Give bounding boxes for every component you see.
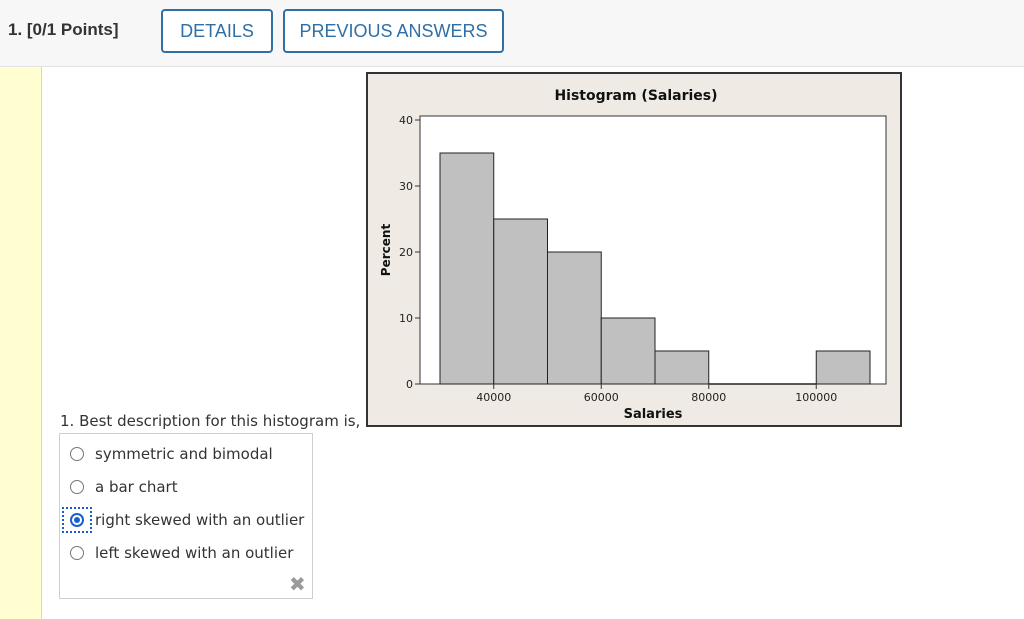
radio-button[interactable] <box>70 546 84 560</box>
details-button[interactable]: DETAILS <box>161 9 273 53</box>
question-points: 1. [0/1 Points] <box>8 20 119 39</box>
choice-option-3[interactable]: right skewed with an outlier <box>70 508 304 532</box>
chart-title: Histogram (Salaries) <box>554 88 717 104</box>
histogram-bar <box>493 218 548 385</box>
histogram-bar <box>815 350 871 385</box>
x-tick-label: 40000 <box>476 391 511 404</box>
choice-option-4[interactable]: left skewed with an outlier <box>70 541 293 565</box>
histogram-bar <box>654 350 710 385</box>
question-prompt: 1. Best description for this histogram i… <box>60 412 361 430</box>
x-axis-label: Salaries <box>624 407 683 422</box>
choice-label: right skewed with an outlier <box>95 511 305 529</box>
y-axis-label: Percent <box>379 224 393 277</box>
radio-button-selected[interactable] <box>70 513 84 527</box>
choice-option-1[interactable]: symmetric and bimodal <box>70 442 273 466</box>
focus-indicator <box>62 507 92 533</box>
histogram-bar <box>600 317 656 385</box>
choice-label: a bar chart <box>95 478 178 496</box>
histogram-bar <box>547 251 602 385</box>
x-tick-label: 100000 <box>795 391 837 404</box>
y-tick-label: 10 <box>399 312 413 325</box>
question-status-bar <box>0 67 42 619</box>
histogram-bar <box>439 152 495 385</box>
histogram-svg: Histogram (Salaries) Salaries Percent 0 1… <box>379 88 887 422</box>
choice-label: left skewed with an outlier <box>95 544 294 562</box>
answer-choices: symmetric and bimodal a bar chart right … <box>59 433 313 599</box>
y-tick-label: 30 <box>399 180 413 193</box>
choice-option-2[interactable]: a bar chart <box>70 475 178 499</box>
x-tick-label: 80000 <box>691 391 726 404</box>
x-icon: ✖ <box>289 572 306 596</box>
radio-button[interactable] <box>70 480 84 494</box>
histogram-chart: Histogram (Salaries) Salaries Percent 0 1… <box>366 72 902 427</box>
y-tick-label: 40 <box>399 114 413 127</box>
question-header: 1. [0/1 Points] DETAILS PREVIOUS ANSWERS <box>0 0 1024 67</box>
choice-label: symmetric and bimodal <box>95 445 273 463</box>
y-tick-label: 0 <box>406 378 413 391</box>
y-tick-label: 20 <box>399 246 413 259</box>
previous-answers-button[interactable]: PREVIOUS ANSWERS <box>283 9 504 53</box>
x-tick-label: 60000 <box>584 391 619 404</box>
radio-button[interactable] <box>70 447 84 461</box>
